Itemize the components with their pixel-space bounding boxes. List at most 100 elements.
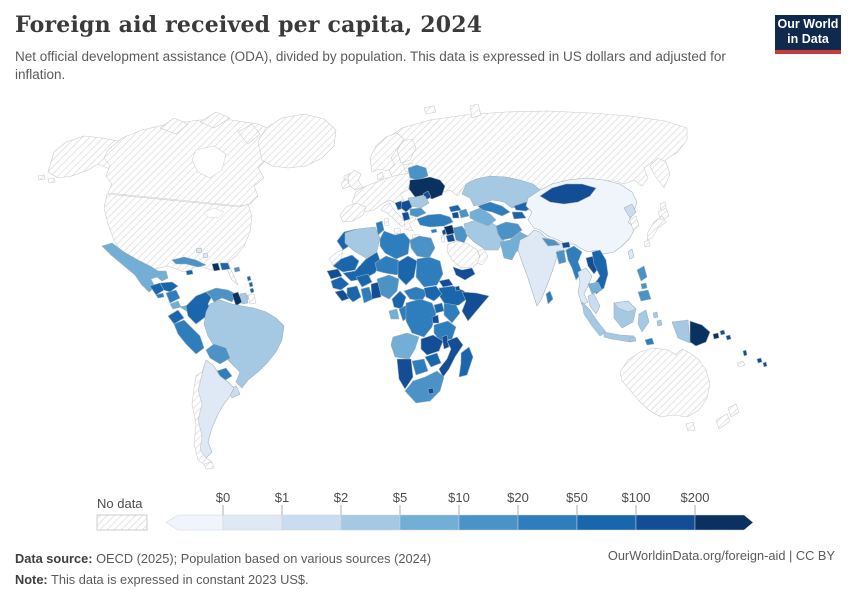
country-malaysia-peninsular[interactable] [587, 293, 601, 315]
country-oman[interactable] [476, 248, 489, 266]
country-lesser-antilles[interactable] [246, 275, 255, 294]
country-bolivia[interactable] [205, 343, 231, 365]
country-uganda[interactable] [433, 302, 445, 314]
country-italy[interactable] [380, 202, 407, 235]
country-thailand[interactable] [577, 267, 593, 306]
country-serbia[interactable] [400, 199, 413, 213]
country-brazil[interactable] [203, 299, 285, 389]
country-spain-portugal[interactable] [339, 202, 367, 223]
country-aleutians[interactable] [37, 174, 56, 184]
owid-logo[interactable]: Our World in Data [775, 15, 841, 54]
country-afghanistan[interactable] [495, 221, 523, 241]
country-ecuador[interactable] [167, 309, 185, 325]
country-yemen[interactable] [452, 266, 476, 281]
country-iraq[interactable] [452, 225, 469, 244]
country-bulgaria[interactable] [409, 207, 427, 218]
country-japan[interactable] [643, 207, 670, 248]
country-tajikistan[interactable] [511, 211, 527, 220]
country-south-africa[interactable] [404, 370, 445, 404]
country-western-sahara[interactable] [328, 249, 344, 266]
country-south-sudan[interactable] [423, 285, 443, 302]
country-malaysia-borneo[interactable] [613, 300, 637, 313]
country-venezuela[interactable] [205, 287, 237, 303]
country-mexico[interactable] [101, 242, 169, 293]
country-rwanda-burundi[interactable] [431, 314, 440, 324]
country-vanuatu[interactable] [742, 349, 748, 357]
country-mozambique[interactable] [438, 336, 464, 378]
country-new-caledonia[interactable] [736, 360, 746, 368]
country-nigeria[interactable] [376, 274, 400, 300]
legend-segment-6[interactable] [517, 514, 578, 531]
country-peru[interactable] [173, 319, 205, 355]
country-australia-tasmania[interactable] [685, 421, 696, 432]
country-gabon[interactable] [388, 308, 400, 320]
legend-segment-0[interactable] [165, 514, 224, 531]
country-solomon-islands[interactable] [719, 329, 732, 341]
country-puerto-rico[interactable] [233, 266, 241, 273]
country-mauritania[interactable] [332, 254, 360, 273]
country-sudan[interactable] [415, 256, 444, 288]
legend-segment-4[interactable] [399, 514, 460, 531]
country-israel[interactable] [440, 234, 446, 243]
country-new-zealand[interactable] [715, 403, 740, 430]
country-angola[interactable] [390, 332, 420, 360]
country-georgia[interactable] [448, 204, 462, 213]
country-chile-tierra-del-fuego[interactable] [203, 461, 215, 470]
country-turkmenistan[interactable] [469, 207, 497, 227]
country-senegal[interactable] [326, 268, 343, 280]
country-south-korea[interactable] [629, 215, 640, 231]
legend-segment-5[interactable] [458, 514, 519, 531]
country-united-states[interactable] [103, 193, 253, 286]
country-azerbaijan[interactable] [458, 208, 470, 219]
legend-segment-9[interactable] [694, 514, 754, 531]
country-turkey[interactable] [416, 213, 454, 228]
country-zimbabwe[interactable] [424, 352, 442, 368]
country-cyprus[interactable] [430, 228, 438, 234]
country-cambodia[interactable] [587, 281, 603, 295]
country-jamaica[interactable] [185, 269, 194, 276]
country-el-salvador[interactable] [155, 292, 165, 299]
legend-segment-8[interactable] [635, 514, 696, 531]
country-canada-arctic-islands[interactable] [159, 111, 261, 145]
country-bhutan[interactable] [561, 241, 571, 249]
country-egypt[interactable] [409, 235, 436, 259]
country-lesotho[interactable] [427, 387, 435, 395]
country-ivory-coast[interactable] [346, 285, 362, 303]
country-zambia[interactable] [420, 334, 444, 356]
country-chad[interactable] [397, 255, 418, 286]
country-finland[interactable] [396, 138, 417, 164]
country-namibia[interactable] [396, 358, 414, 390]
country-ukraine[interactable] [408, 176, 446, 200]
country-togo-benin[interactable] [370, 281, 382, 300]
country-chile[interactable] [191, 359, 213, 467]
country-russia-novaya-zemlya[interactable] [469, 103, 482, 119]
legend-segment-2[interactable] [281, 514, 342, 531]
country-russia-kamchatka[interactable] [649, 157, 671, 189]
country-greenland[interactable] [257, 113, 337, 169]
country-guinea[interactable] [330, 276, 350, 291]
country-french-guiana[interactable] [247, 293, 257, 305]
country-norway-sweden[interactable] [369, 132, 405, 173]
country-svalbard[interactable] [423, 105, 437, 115]
country-libya[interactable] [379, 230, 411, 260]
country-timor-leste[interactable] [644, 337, 655, 346]
country-madagascar[interactable] [458, 346, 474, 378]
owid-url-link[interactable]: OurWorldinData.org/foreign-aid | CC BY [607, 548, 835, 563]
country-albania[interactable] [401, 211, 411, 222]
country-burkina-faso[interactable] [355, 273, 373, 288]
country-jordan[interactable] [445, 233, 456, 243]
country-philippines[interactable] [636, 265, 652, 302]
country-saudi-arabia[interactable] [446, 240, 482, 269]
country-indonesia-sumatra[interactable] [581, 301, 607, 337]
legend-no-data-swatch[interactable] [96, 514, 148, 531]
country-central-african-republic[interactable] [403, 286, 429, 302]
country-cuba[interactable] [171, 256, 207, 268]
country-somalia[interactable] [461, 291, 490, 322]
country-taiwan[interactable] [627, 248, 635, 260]
country-united-kingdom[interactable] [347, 169, 364, 191]
country-dr-congo[interactable] [405, 298, 437, 338]
country-denmark[interactable] [376, 171, 385, 181]
country-algeria[interactable] [344, 226, 381, 259]
country-kenya[interactable] [443, 302, 461, 324]
country-ireland[interactable] [340, 178, 351, 190]
